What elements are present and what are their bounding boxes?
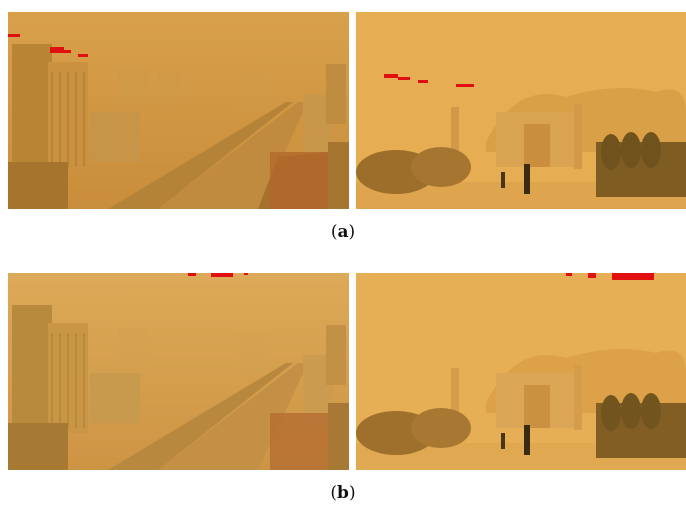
city-photo-b [8,273,349,470]
city-photo-a [8,12,349,209]
caption-b: (b) [330,483,356,503]
caption-a: (a) [330,222,356,242]
mosque-photo-b [356,273,686,470]
mosque-photo-a [356,12,686,209]
